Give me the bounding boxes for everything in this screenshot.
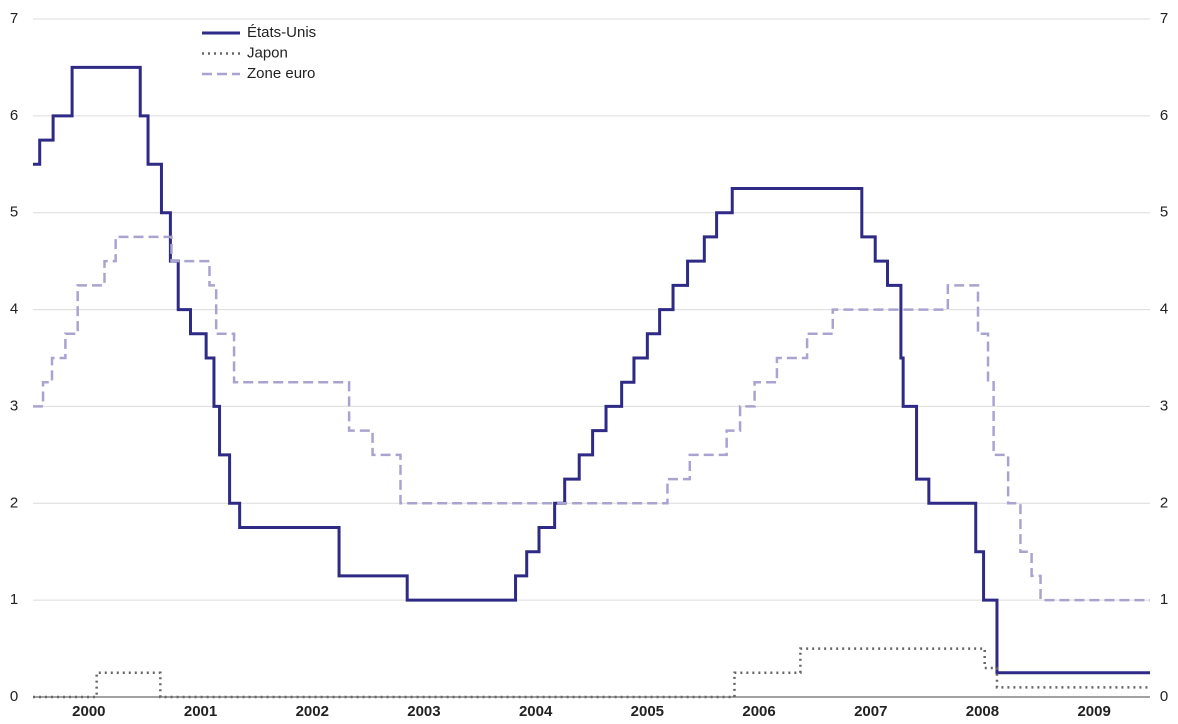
- y-tick-label: 5: [10, 204, 18, 221]
- x-tick-label: 2007: [854, 703, 887, 720]
- legend-label: Japon: [247, 44, 288, 61]
- y2-tick-label: 1: [1160, 591, 1168, 608]
- y2-tick-label: 0: [1160, 688, 1168, 705]
- y2-tick-label: 4: [1160, 301, 1168, 318]
- series-line: [33, 235, 1150, 602]
- x-tick-label: 2000: [72, 703, 105, 720]
- x-tick-label: 2009: [1077, 703, 1110, 720]
- y-tick-label: 3: [10, 397, 18, 414]
- x-tick-label: 2005: [631, 703, 664, 720]
- y-tick-label: 7: [10, 10, 18, 27]
- y2-tick-label: 6: [1160, 107, 1168, 124]
- x-tick-label: 2001: [184, 703, 217, 720]
- x-tick-label: 2002: [296, 703, 329, 720]
- y-tick-label: 0: [10, 688, 18, 705]
- x-tick-label: 2003: [407, 703, 440, 720]
- y2-tick-label: 7: [1160, 10, 1168, 27]
- y-tick-label: 2: [10, 494, 18, 511]
- x-tick-label: 2004: [519, 703, 553, 720]
- legend-label: États-Unis: [247, 24, 316, 41]
- y2-tick-label: 5: [1160, 204, 1168, 221]
- x-tick-label: 2006: [742, 703, 775, 720]
- series-line: [33, 65, 1150, 675]
- legend-label: Zone euro: [247, 65, 315, 82]
- y-tick-label: 4: [10, 301, 18, 318]
- series-line: [33, 647, 1150, 699]
- y2-tick-label: 3: [1160, 397, 1168, 414]
- y-tick-label: 6: [10, 107, 18, 124]
- y-tick-label: 1: [10, 591, 18, 608]
- y2-tick-label: 2: [1160, 494, 1168, 511]
- x-tick-label: 2008: [966, 703, 999, 720]
